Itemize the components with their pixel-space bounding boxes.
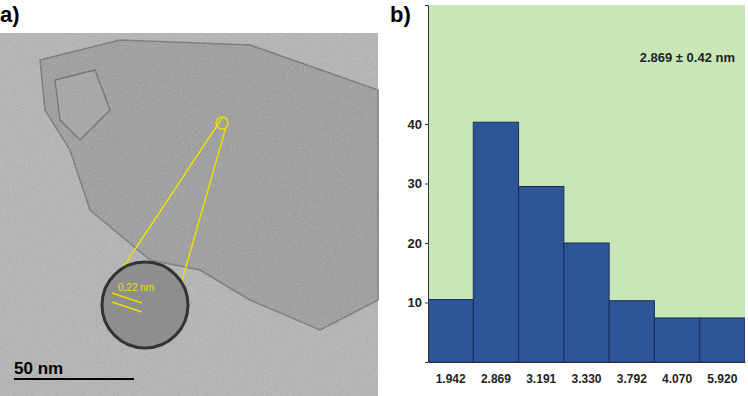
x-tick-label: 3.191 bbox=[526, 372, 556, 386]
x-tick-label: 2.869 bbox=[481, 372, 511, 386]
x-axis: 1.942 2.869 3.191 3.330 3.792 4.070 5.920 bbox=[429, 362, 746, 386]
x-tick: 3.191 bbox=[526, 362, 556, 386]
y-tick-mark bbox=[425, 124, 428, 125]
x-tick-label: 1.942 bbox=[436, 372, 466, 386]
bar bbox=[654, 318, 699, 362]
y-tick: 20 bbox=[408, 236, 428, 251]
lattice-spacing-label: 0,22 nm bbox=[118, 282, 154, 293]
x-tick: 5.920 bbox=[707, 362, 737, 386]
x-tick-label: 3.792 bbox=[617, 372, 647, 386]
scale-bar-label: 50 nm bbox=[14, 359, 63, 378]
noise-texture bbox=[0, 33, 378, 396]
zoom-source bbox=[216, 117, 228, 129]
y-tick-label: 10 bbox=[408, 295, 422, 310]
x-tick: 3.330 bbox=[571, 362, 601, 386]
y-tick: 10 bbox=[408, 295, 428, 310]
y-tick-label: 30 bbox=[408, 176, 422, 191]
panel-label: b) bbox=[390, 2, 411, 27]
bars bbox=[428, 122, 745, 362]
x-tick: 1.942 bbox=[436, 362, 466, 386]
y-axis: 10 20 30 40 bbox=[408, 6, 429, 363]
x-tick-label: 4.070 bbox=[662, 372, 692, 386]
y-tick-label: 20 bbox=[408, 236, 422, 251]
bar bbox=[428, 300, 473, 362]
x-tick-label: 5.920 bbox=[707, 372, 737, 386]
bar bbox=[609, 301, 654, 362]
y-tick: 30 bbox=[408, 176, 428, 191]
bar bbox=[519, 186, 564, 362]
scale-bar bbox=[14, 378, 134, 380]
zoom-inset bbox=[102, 262, 188, 348]
bar bbox=[700, 318, 745, 362]
lattice-fringe bbox=[112, 302, 142, 312]
x-tick: 4.070 bbox=[662, 362, 692, 386]
annotation: 2.869 ± 0.42 nm bbox=[640, 50, 735, 65]
panel-label: a) bbox=[0, 2, 20, 27]
y-tick-mark bbox=[425, 184, 428, 185]
bar bbox=[473, 122, 518, 362]
x-tick: 3.792 bbox=[617, 362, 647, 386]
y-tick: 40 bbox=[408, 117, 428, 132]
bar bbox=[564, 243, 609, 362]
y-tick-mark bbox=[425, 303, 428, 304]
plot-background bbox=[428, 5, 745, 362]
y-axis-line bbox=[425, 6, 429, 363]
y-tick-mark bbox=[425, 243, 428, 244]
lattice-fringe bbox=[112, 293, 142, 303]
x-axis-line bbox=[429, 362, 746, 363]
y-tick-label: 40 bbox=[408, 117, 422, 132]
x-tick: 2.869 bbox=[481, 362, 511, 386]
micrograph-panel: 0,22 nm 50 nm bbox=[0, 33, 378, 396]
x-tick-label: 3.330 bbox=[571, 372, 601, 386]
micrograph-background bbox=[0, 33, 378, 396]
